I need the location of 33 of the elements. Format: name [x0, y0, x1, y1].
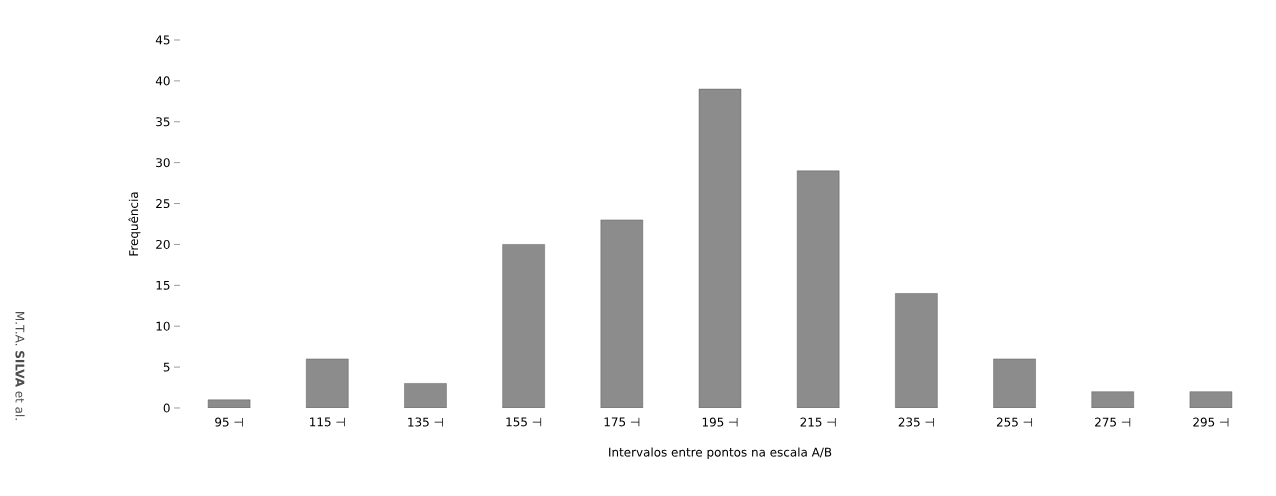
x-tick-label: 295 ⊣	[1193, 417, 1229, 427]
bar	[796, 170, 840, 408]
bar	[306, 358, 349, 408]
y-tick-label: 5	[163, 362, 170, 372]
bar	[993, 358, 1036, 408]
y-tick-label: 35	[156, 117, 170, 127]
y-tick-label: 30	[156, 158, 170, 168]
x-tick-label: 235 ⊣	[898, 417, 934, 427]
x-tick-label: 195 ⊣	[702, 417, 738, 427]
x-tick-label: 175 ⊣	[604, 417, 640, 427]
y-axis-title: Frequência	[128, 192, 141, 256]
bar	[1091, 391, 1134, 408]
x-tick-label: 95 ⊣	[215, 417, 243, 427]
x-tick-label: 115 ⊣	[310, 417, 345, 427]
bar	[404, 383, 447, 408]
x-tick-label: 255 ⊣	[996, 417, 1033, 427]
bar	[600, 219, 644, 408]
y-tick-label: 40	[155, 76, 170, 86]
x-axis-title: Intervalos entre pontos na escala A/B	[609, 447, 832, 459]
x-tick-label: 215 ⊣	[800, 417, 836, 427]
bar	[895, 293, 938, 408]
x-tick-label: 275 ⊣	[1095, 417, 1131, 427]
x-tick-label: 155 ⊣	[506, 417, 542, 427]
y-tick-label: 0	[163, 403, 170, 413]
y-tick-label: 15	[156, 280, 170, 290]
y-tick-label: 45	[155, 35, 170, 45]
bar	[502, 244, 545, 408]
x-tick-label: 135 ⊣	[408, 417, 443, 427]
bar	[698, 88, 742, 408]
y-tick-label: 25	[156, 199, 170, 209]
text: M.T.A. SILVA et al.	[15, 312, 25, 420]
y-tick-label: 10	[156, 321, 170, 331]
y-tick-label: 20	[156, 239, 170, 249]
